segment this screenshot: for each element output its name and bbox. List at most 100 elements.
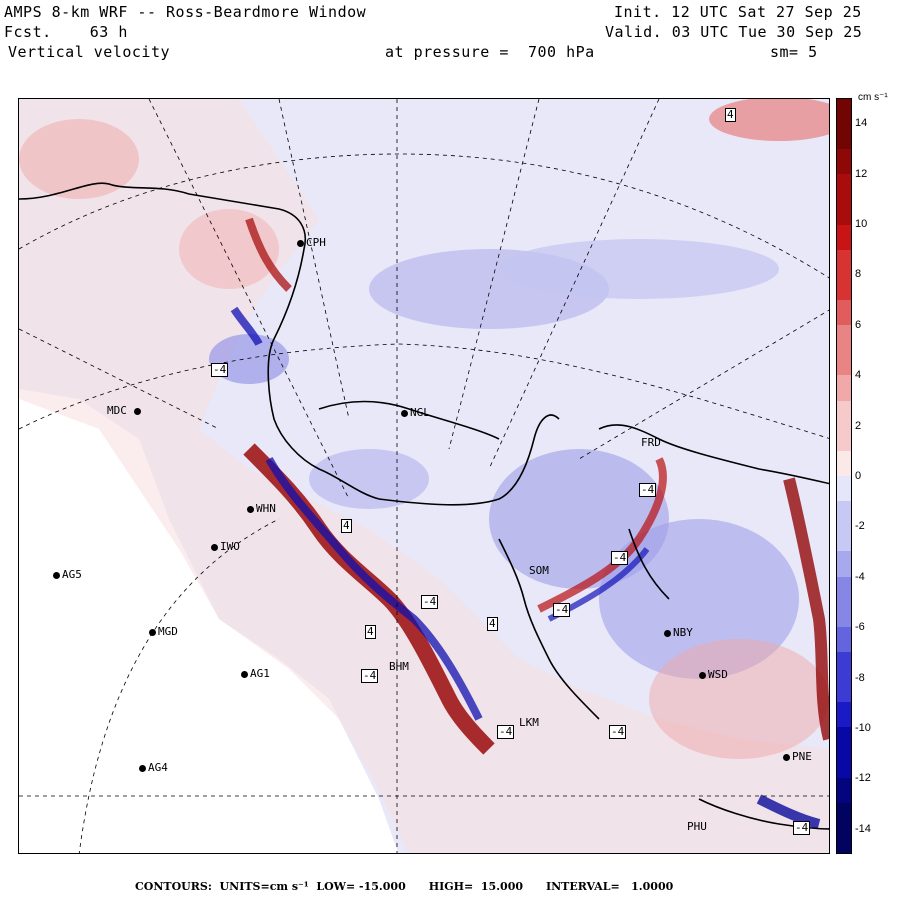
colorbar-swatch (837, 199, 851, 226)
colorbar-swatch (837, 501, 851, 527)
station-label: PNE (792, 750, 812, 763)
station-label: NGL (410, 406, 430, 419)
station-AG5: AG5 (53, 569, 82, 581)
colorbar-tick-label: -8 (855, 671, 865, 684)
colorbar-swatch (837, 249, 851, 276)
field-name: Vertical velocity (8, 43, 171, 61)
station-label: AG5 (62, 568, 82, 581)
negative-patch (599, 519, 799, 679)
colorbar-tick-label: 6 (855, 318, 862, 331)
station-PNE: PNE (783, 751, 812, 763)
station-IWO: IWO (211, 541, 240, 553)
colorbar-swatch (837, 626, 851, 653)
colorbar-units: cm s⁻¹ (858, 92, 888, 103)
contour-label: -4 (793, 821, 811, 835)
station-PHU: PHU (687, 821, 707, 833)
colorbar-swatch (837, 325, 851, 351)
station-label: FRD (641, 436, 661, 449)
contour-label: -4 (611, 551, 629, 565)
station-marker (699, 671, 706, 679)
contour-label: -4 (609, 725, 627, 739)
station-marker (53, 571, 60, 579)
station-label: IWO (220, 540, 240, 553)
colorbar-swatch (837, 526, 851, 552)
graticule (19, 99, 829, 853)
station-label: LKM (519, 716, 539, 729)
strong-updraft-band (245, 217, 292, 292)
station-label: MDC (107, 404, 127, 417)
no-data-region (19, 389, 399, 853)
colorbar-swatch (837, 802, 851, 829)
negative-patch (309, 449, 429, 509)
station-label: SOM (529, 564, 549, 577)
station-marker (297, 239, 304, 247)
station-label: NBY (673, 626, 693, 639)
station-label: BHM (389, 660, 409, 673)
station-BHM: BHM (389, 661, 409, 673)
contour-label: 4 (341, 519, 352, 533)
colorbar-swatch (837, 425, 851, 452)
valid-time: Valid. 03 UTC Tue 30 Sep 25 (605, 23, 863, 41)
station-marker (149, 628, 156, 636)
contour-label: 4 (725, 108, 736, 122)
colorbar-swatch (837, 601, 851, 628)
colorbar-swatch (837, 375, 851, 402)
colorbar-swatch (837, 551, 851, 578)
pressure-level: at pressure = 700 hPa (385, 43, 595, 61)
station-label: AG1 (250, 667, 270, 680)
contour-label: -4 (639, 483, 657, 497)
station-marker (401, 409, 408, 417)
station-MGD: MGD (149, 626, 178, 638)
station-MDC: MDC (107, 405, 143, 417)
colorbar-tick-label: -14 (855, 822, 871, 835)
contour-label: -4 (497, 725, 515, 739)
colorbar-swatch (837, 174, 851, 201)
station-label: WSD (708, 668, 728, 681)
station-AG1: AG1 (241, 668, 270, 680)
colorbar-swatch (837, 651, 851, 678)
strong-downdraft-band (230, 306, 263, 346)
colorbar-swatch (837, 677, 851, 703)
strong-downdraft-band (265, 457, 483, 721)
colorbar-tick-label: 14 (855, 117, 868, 130)
forecast-hour: Fcst. 63 h (4, 23, 128, 41)
contour-label: 4 (487, 617, 498, 631)
contour-label: 4 (365, 625, 376, 639)
station-marker (241, 670, 248, 678)
colorbar-swatch (837, 727, 851, 753)
station-label: WHN (256, 502, 276, 515)
station-FRD: FRD (641, 437, 661, 449)
station-label: CPH (306, 236, 326, 249)
colorbar-tick-label: -2 (855, 520, 865, 533)
colorbar-swatch (837, 274, 851, 301)
positive-patch (649, 639, 829, 759)
station-WHN: WHN (247, 503, 276, 515)
colorbar-swatch (837, 149, 851, 175)
colorbar-tick-label: -12 (855, 772, 871, 785)
contour-label: -4 (211, 363, 229, 377)
station-marker (247, 505, 254, 513)
colorbar-tick-label: 10 (855, 218, 868, 230)
colorbar-swatch (837, 124, 851, 150)
colorbar-swatch (837, 827, 851, 854)
map-panel: CPH MDC NGL WHN IWO AG5 MGD AG1 AG4 NBY … (18, 98, 830, 854)
strong-downdraft-band (756, 794, 821, 829)
colorbar-swatch (837, 576, 851, 603)
station-NBY: NBY (664, 627, 693, 639)
station-label: AG4 (148, 761, 168, 774)
init-time: Init. 12 UTC Sat 27 Sep 25 (614, 3, 862, 21)
coastline (19, 182, 829, 830)
station-marker (139, 764, 146, 772)
colorbar-tick-label: 8 (855, 268, 862, 281)
colorbar-swatch (837, 350, 851, 376)
vertical-velocity-field (19, 99, 829, 853)
station-marker (664, 629, 671, 637)
colorbar-swatch (837, 300, 851, 326)
positive-patch (19, 119, 139, 199)
station-NGL: NGL (401, 407, 430, 419)
station-CPH: CPH (297, 237, 326, 249)
colorbar-swatch (837, 702, 851, 728)
colorbar (836, 98, 852, 854)
colorbar-tick-label: -4 (855, 570, 865, 583)
station-label: PHU (687, 820, 707, 833)
